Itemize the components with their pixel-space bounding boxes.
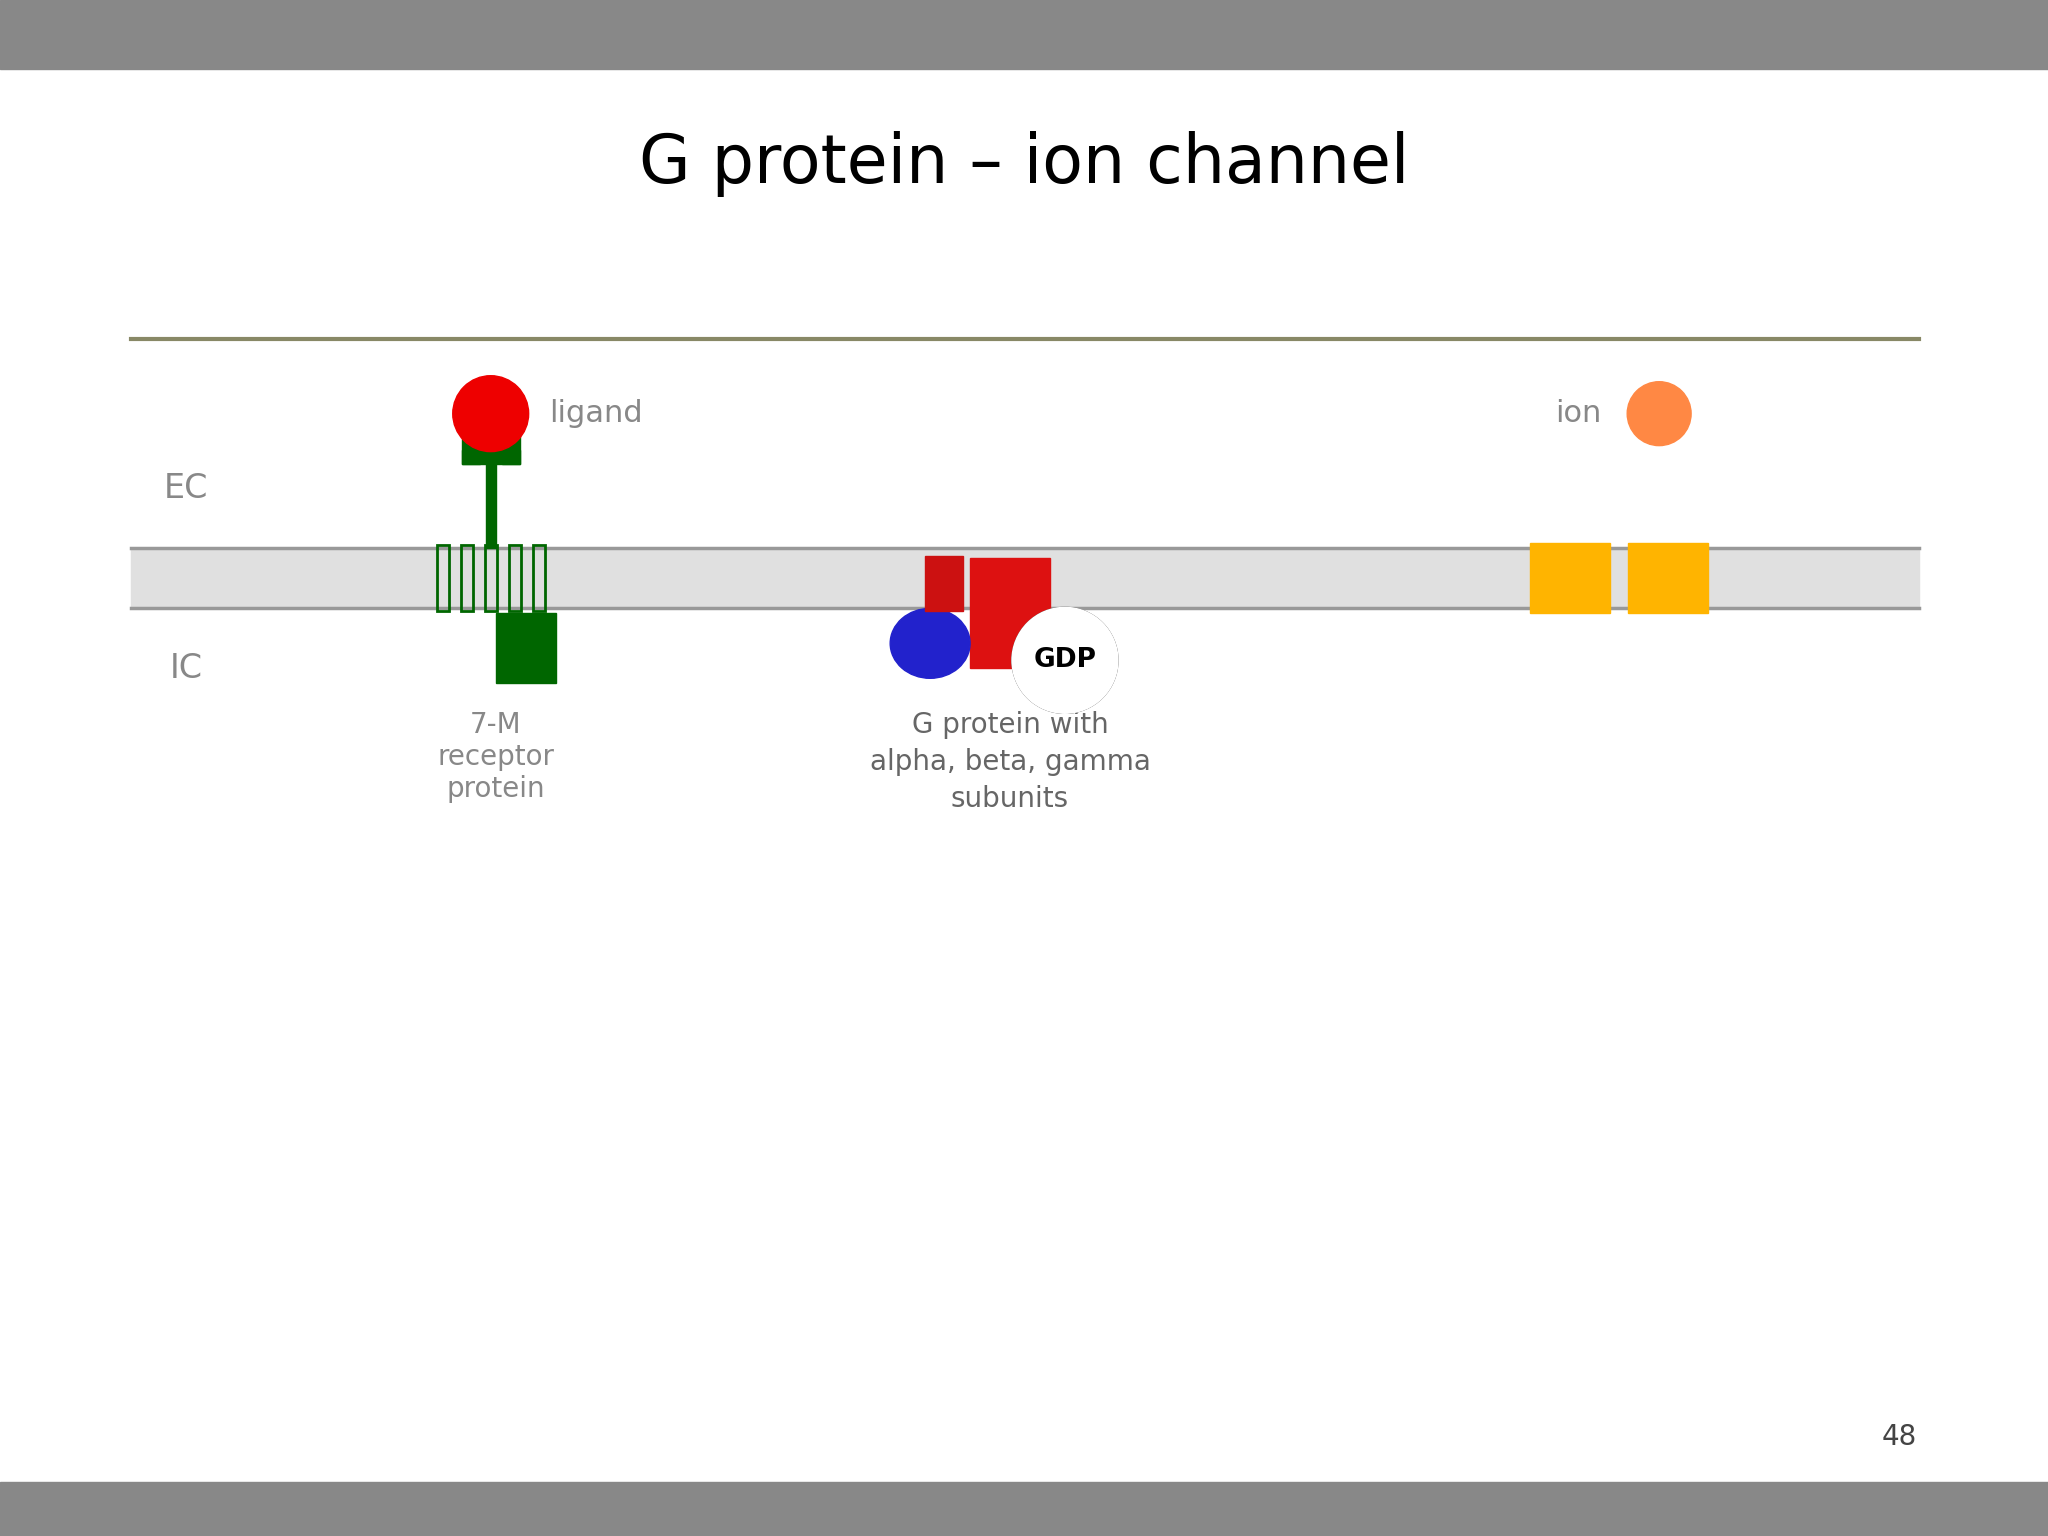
Bar bbox=[461, 545, 473, 611]
Text: receptor: receptor bbox=[436, 743, 555, 771]
Bar bbox=[131, 548, 1919, 608]
Bar bbox=[436, 545, 449, 611]
Text: ion: ion bbox=[1554, 399, 1602, 429]
Text: 48: 48 bbox=[1882, 1424, 1917, 1452]
Text: GDP: GDP bbox=[1034, 647, 1096, 673]
Text: G protein with
alpha, beta, gamma
subunits: G protein with alpha, beta, gamma subuni… bbox=[870, 711, 1151, 813]
Circle shape bbox=[453, 376, 528, 452]
Bar bbox=[1530, 544, 1610, 613]
Text: IC: IC bbox=[170, 651, 203, 685]
Bar bbox=[532, 545, 545, 611]
Text: G protein – ion channel: G protein – ion channel bbox=[639, 131, 1409, 197]
Bar bbox=[502, 424, 520, 464]
Bar bbox=[496, 613, 555, 684]
Bar bbox=[461, 450, 520, 464]
Ellipse shape bbox=[891, 608, 971, 679]
Circle shape bbox=[1014, 608, 1116, 713]
Bar bbox=[485, 545, 498, 611]
Text: EC: EC bbox=[164, 472, 209, 505]
Circle shape bbox=[1628, 382, 1692, 445]
Bar bbox=[485, 464, 496, 548]
Text: protein: protein bbox=[446, 776, 545, 803]
Bar bbox=[1628, 544, 1708, 613]
Bar bbox=[461, 424, 479, 464]
Text: ligand: ligand bbox=[549, 399, 643, 429]
Bar bbox=[926, 556, 963, 611]
Bar bbox=[508, 545, 520, 611]
Bar bbox=[971, 559, 1051, 668]
Text: 7-M: 7-M bbox=[469, 711, 522, 739]
